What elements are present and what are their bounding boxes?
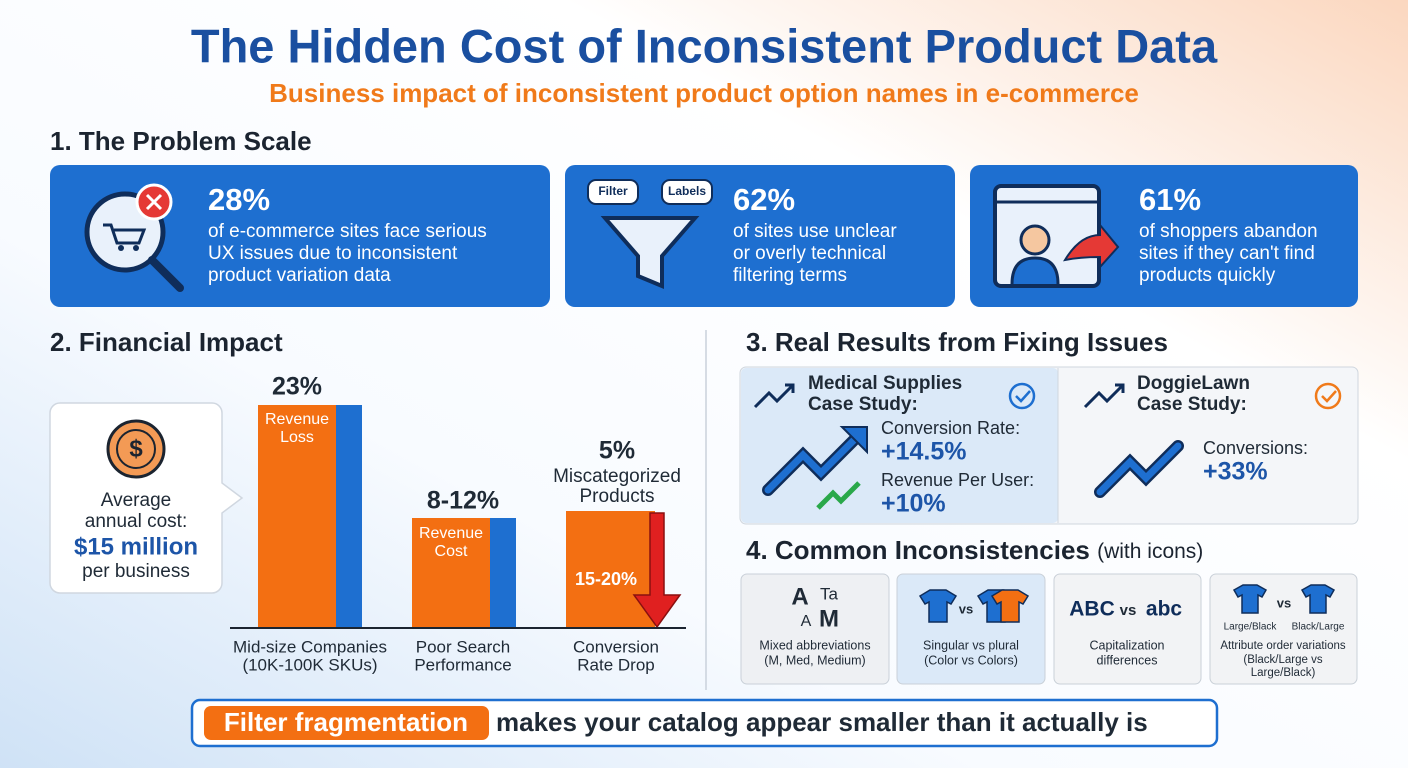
bar-label: 8-12% bbox=[427, 487, 499, 515]
visual-text: Large/Black bbox=[1224, 622, 1278, 633]
metric-value: +33% bbox=[1203, 458, 1268, 486]
caption: (Black/Large vs bbox=[1243, 654, 1323, 666]
metric-label: Revenue Per User: bbox=[881, 470, 1034, 490]
stat: 62% bbox=[733, 182, 795, 217]
caption: Large/Black) bbox=[1251, 667, 1316, 679]
bar-inner-label: Cost bbox=[435, 543, 468, 560]
heading-text: 4. Common Inconsistencies bbox=[746, 535, 1090, 565]
caption: Attribute order variations bbox=[1220, 640, 1346, 652]
stat: 28% bbox=[208, 182, 270, 217]
visual-text: Black/Large bbox=[1292, 622, 1345, 633]
case-title: Medical Supplies bbox=[808, 373, 962, 394]
caption: (M, Med, Medium) bbox=[764, 653, 865, 667]
bar-inner-label: Revenue bbox=[265, 411, 329, 428]
case-title: DoggieLawn bbox=[1137, 373, 1250, 394]
callout-text: annual cost: bbox=[85, 511, 187, 532]
category-label: Poor Search bbox=[416, 637, 511, 656]
caption: Mixed abbreviations bbox=[759, 638, 870, 652]
section-heading: 4. Common Inconsistencies (with icons) bbox=[746, 535, 1203, 565]
icon-label: Labels bbox=[668, 184, 706, 198]
bar-inner-label: Revenue bbox=[419, 525, 483, 542]
subtitle: Business impact of inconsistent product … bbox=[269, 78, 1139, 108]
icon-label: Filter bbox=[598, 184, 628, 198]
category-label: (10K-100K SKUs) bbox=[242, 655, 377, 674]
visual-text: vs bbox=[1277, 595, 1291, 610]
section-heading: 1. The Problem Scale bbox=[50, 126, 312, 156]
stat-text: of sites use unclear bbox=[733, 221, 897, 242]
section-heading: 3. Real Results from Fixing Issues bbox=[746, 327, 1168, 357]
results-panel: Medical Supplies Case Study: Conversion … bbox=[739, 366, 1359, 525]
metric-value: +10% bbox=[881, 490, 946, 518]
banner-text: makes your catalog appear smaller than i… bbox=[496, 707, 1148, 737]
bar-label: Products bbox=[580, 486, 655, 507]
stat-card: Filter Labels 62% of sites use unclear o… bbox=[565, 165, 955, 307]
category-label: Mid-size Companies bbox=[233, 637, 387, 656]
inconsistency-cards: A Ta A M vs ABC vs abc vs Large/Black Bl… bbox=[740, 573, 1358, 685]
stat-card: 61% of shoppers abandon sites if they ca… bbox=[970, 165, 1358, 307]
bar-label: 5% bbox=[599, 437, 635, 465]
visual-text: A bbox=[801, 613, 812, 630]
case-title: Case Study: bbox=[808, 394, 918, 415]
title: The Hidden Cost of Inconsistent Product … bbox=[191, 19, 1218, 72]
bar-label: 23% bbox=[272, 373, 322, 401]
stat-text: products quickly bbox=[1139, 265, 1276, 286]
stat-text: sites if they can't find bbox=[1139, 243, 1315, 264]
heading-note: (with icons) bbox=[1097, 540, 1203, 563]
stat-card: 28% of e-commerce sites face serious UX … bbox=[50, 165, 550, 307]
callout-text: per business bbox=[82, 561, 190, 582]
caption: differences bbox=[1097, 653, 1158, 667]
caption: (Color vs Colors) bbox=[924, 653, 1018, 667]
metric-value: +14.5% bbox=[881, 438, 967, 466]
case-title: Case Study: bbox=[1137, 394, 1247, 415]
stat-text: or overly technical bbox=[733, 243, 886, 264]
caption: Singular vs plural bbox=[923, 638, 1019, 652]
bar-label: Miscategorized bbox=[553, 466, 681, 487]
category-label: Rate Drop bbox=[577, 655, 654, 674]
caption: Capitalization bbox=[1089, 638, 1164, 652]
banner: Filter fragmentation makes your catalog … bbox=[190, 698, 1219, 748]
visual-text: vs bbox=[1120, 602, 1137, 619]
callout: $ Average annual cost: $15 million per b… bbox=[49, 402, 244, 594]
visual-text: ABC bbox=[1069, 598, 1115, 621]
visual-text: A bbox=[791, 583, 808, 610]
stat-text: UX issues due to inconsistent bbox=[208, 243, 458, 264]
metric-label: Conversion Rate: bbox=[881, 418, 1020, 438]
stat-text: of shoppers abandon bbox=[1139, 221, 1318, 242]
category-label: Performance bbox=[414, 655, 511, 674]
category-label: Conversion bbox=[573, 637, 659, 656]
section-heading: 2. Financial Impact bbox=[50, 327, 283, 357]
stat-text: product variation data bbox=[208, 265, 391, 286]
stat-text: of e-commerce sites face serious bbox=[208, 221, 487, 242]
metric-label: Conversions: bbox=[1203, 438, 1308, 458]
visual-text: Ta bbox=[820, 584, 839, 603]
visual-text: vs bbox=[959, 601, 973, 616]
bar-inner-label: 15-20% bbox=[575, 569, 637, 589]
svg-text:$: $ bbox=[129, 435, 143, 462]
bar-inner-label: Loss bbox=[280, 429, 314, 446]
bar-chart: 23% Revenue Loss 8-12% Revenue Cost 5% M… bbox=[230, 373, 686, 674]
callout-amount: $15 million bbox=[74, 533, 198, 560]
visual-text: M bbox=[819, 605, 839, 632]
stat: 61% bbox=[1139, 182, 1201, 217]
callout-text: Average bbox=[101, 490, 171, 511]
visual-text: abc bbox=[1146, 598, 1183, 621]
stat-text: filtering terms bbox=[733, 265, 847, 286]
banner-highlight: Filter fragmentation bbox=[224, 707, 468, 737]
